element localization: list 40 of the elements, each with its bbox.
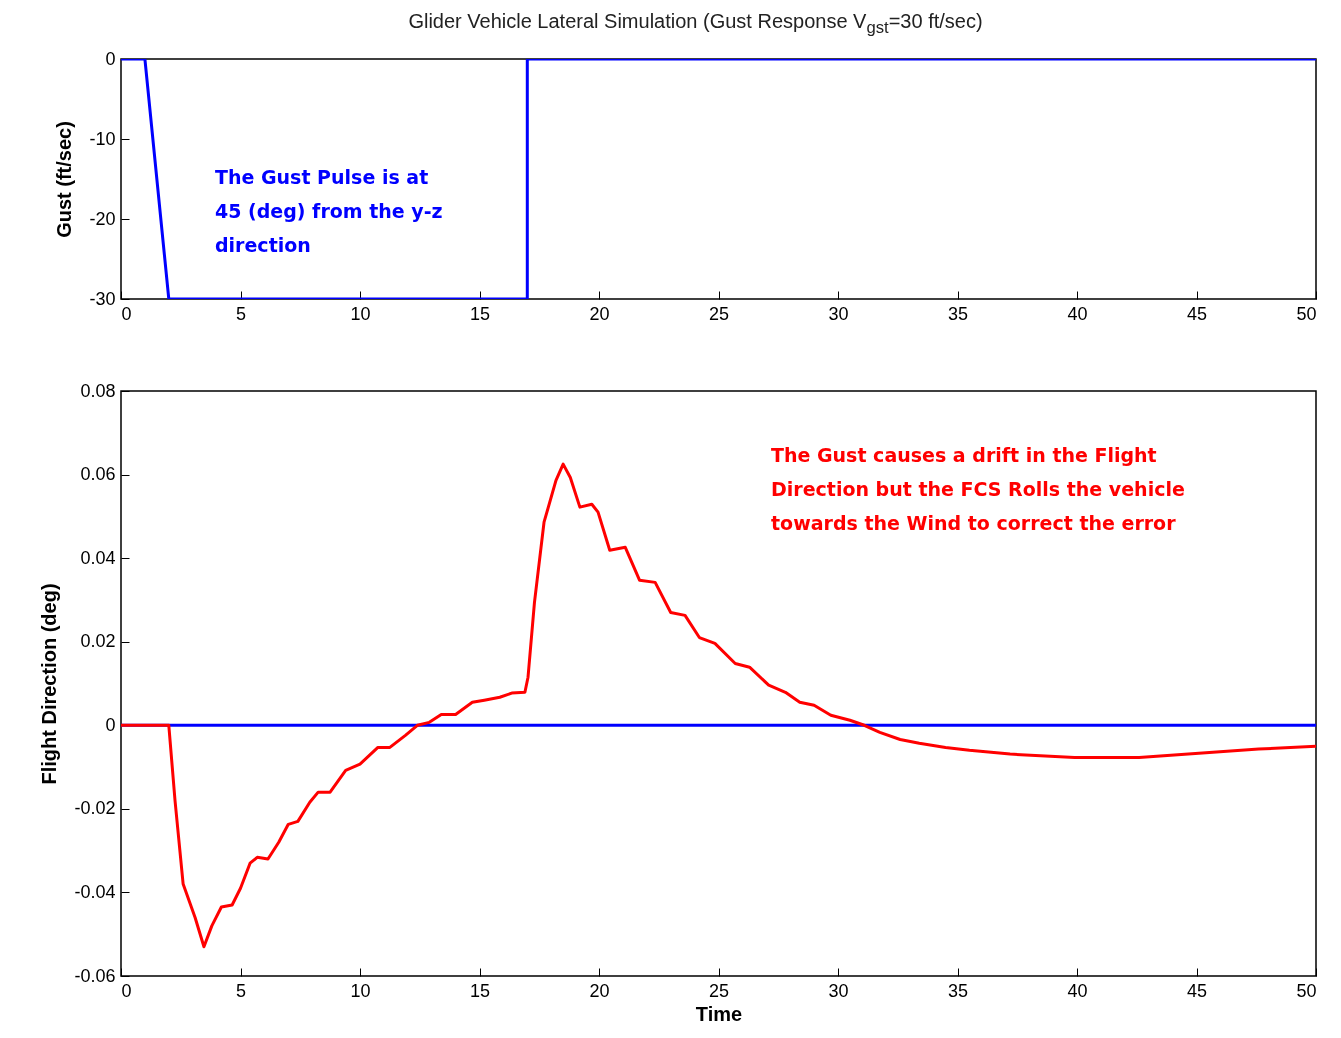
x-tick-label: 5 — [235, 980, 247, 1001]
x-tick-label: 40 — [1067, 303, 1088, 324]
x-tick-label: 20 — [589, 980, 610, 1001]
x-tick-label: 45 — [1186, 980, 1208, 1001]
x-tick-label: 45 — [1186, 303, 1208, 324]
x-tick-label: 30 — [828, 303, 849, 324]
x-tick-label: 20 — [589, 303, 610, 324]
y-axis-title: Flight Direction (deg) — [38, 583, 61, 785]
y-tick-label: 0 — [105, 714, 116, 735]
x-tick-label: 50 — [1296, 980, 1317, 1001]
annotation: The Gust causes a drift in the Flight Direction but the FCS Rolls the vehicle towards the Wind to correct the error — [771, 443, 1186, 536]
y-tick-label: 0.08 — [80, 380, 116, 401]
x-tick-label: 35 — [947, 980, 969, 1001]
chart-title: Glider Vehicle Lateral Simulation (Gust Response V$_{gst}$=30 ft/sec) — [407, 9, 984, 39]
y-axis-title: Gust (ft/sec) — [53, 121, 76, 238]
y-tick-label: 0.06 — [80, 464, 116, 485]
y-tick-label: -20 — [89, 208, 116, 229]
x-tick-label: 25 — [708, 303, 730, 324]
x-tick-label: 35 — [947, 303, 969, 324]
y-tick-label: 0.04 — [80, 547, 116, 568]
x-tick-label: 40 — [1067, 980, 1088, 1001]
y-tick-label: 0 — [105, 48, 116, 69]
x-tick-label: 10 — [350, 980, 371, 1001]
y-tick-label: 0.02 — [80, 631, 116, 652]
y-tick-label: -10 — [89, 128, 116, 149]
x-tick-label: 0 — [121, 303, 132, 324]
x-tick-label: 50 — [1296, 303, 1317, 324]
x-tick-label: 25 — [708, 980, 730, 1001]
x-axis-title: Time — [695, 1002, 743, 1025]
x-tick-label: 15 — [469, 980, 491, 1001]
annotation: The Gust Pulse is at 45 (deg) from the y-z direction — [215, 165, 444, 258]
y-tick-label: -0.04 — [74, 881, 116, 902]
y-tick-label: -30 — [89, 288, 116, 309]
x-tick-label: 15 — [469, 303, 491, 324]
y-tick-label: -0.06 — [74, 965, 116, 986]
x-tick-label: 5 — [235, 303, 247, 324]
x-tick-label: 30 — [828, 980, 849, 1001]
x-tick-label: 10 — [350, 303, 371, 324]
x-tick-label: 0 — [121, 980, 132, 1001]
y-tick-label: -0.02 — [74, 798, 116, 819]
